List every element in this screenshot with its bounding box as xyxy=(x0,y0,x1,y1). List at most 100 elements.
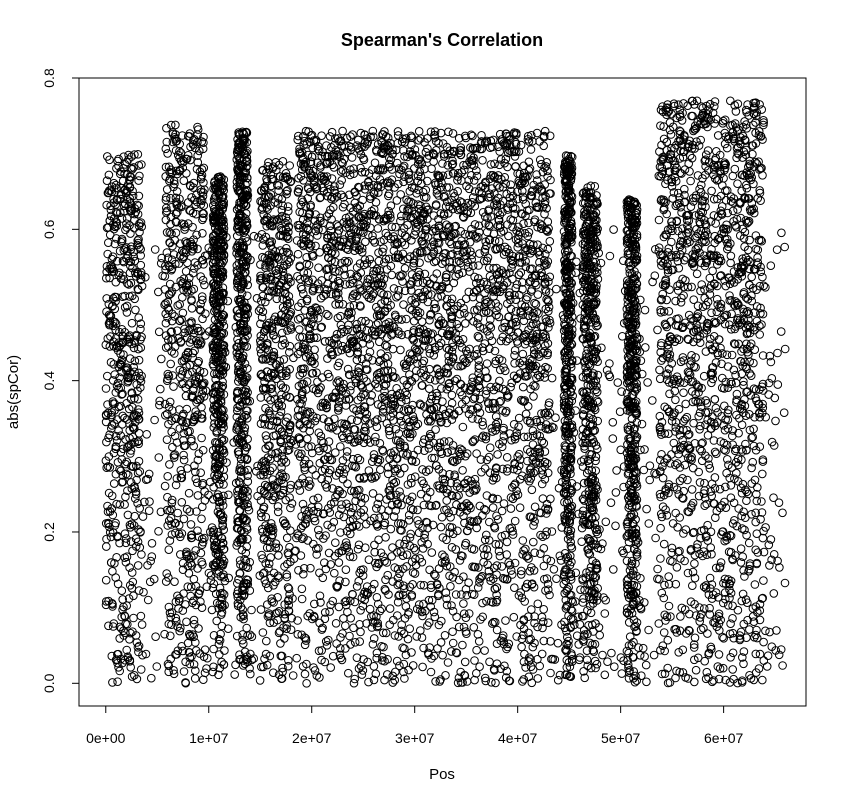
data-point xyxy=(186,582,196,592)
data-point xyxy=(123,169,132,179)
data-point xyxy=(188,417,198,427)
data-point xyxy=(104,433,113,443)
data-point xyxy=(373,224,383,233)
data-point xyxy=(165,397,175,407)
data-point xyxy=(182,333,192,343)
data-point xyxy=(120,529,130,539)
data-point xyxy=(163,297,173,307)
data-point xyxy=(178,163,188,173)
data-point xyxy=(121,243,131,252)
data-point xyxy=(545,237,555,246)
data-point xyxy=(164,290,174,300)
data-point xyxy=(102,534,111,544)
data-point xyxy=(174,334,183,343)
data-point xyxy=(116,183,126,193)
data-point xyxy=(111,200,120,209)
data-point xyxy=(209,299,219,309)
data-point xyxy=(134,355,144,365)
data-point xyxy=(167,504,176,514)
data-point xyxy=(169,176,179,186)
data-point xyxy=(510,359,519,368)
data-point xyxy=(313,493,323,503)
data-point xyxy=(352,653,362,663)
data-point xyxy=(211,549,221,558)
data-point xyxy=(199,392,209,401)
data-point xyxy=(336,167,346,176)
data-point xyxy=(217,224,227,233)
data-point xyxy=(192,507,201,516)
data-point xyxy=(337,176,347,185)
data-point xyxy=(539,544,549,553)
data-point xyxy=(194,326,203,336)
data-points xyxy=(101,96,790,688)
data-point xyxy=(235,506,244,515)
data-point xyxy=(103,400,112,409)
data-point xyxy=(106,558,116,567)
data-point xyxy=(168,406,177,415)
data-point xyxy=(174,529,184,539)
data-point xyxy=(209,195,219,204)
data-point xyxy=(484,263,494,273)
data-point xyxy=(129,252,138,262)
data-point xyxy=(529,537,538,547)
data-point xyxy=(438,159,447,168)
data-point xyxy=(160,629,169,639)
data-point xyxy=(213,280,223,290)
data-point xyxy=(134,586,144,595)
data-point xyxy=(212,472,222,481)
data-point xyxy=(197,403,206,412)
data-point xyxy=(172,438,182,447)
data-point xyxy=(136,377,146,386)
data-point xyxy=(212,252,222,262)
data-point xyxy=(322,483,332,492)
data-point xyxy=(398,277,407,286)
data-point xyxy=(464,287,474,297)
data-point xyxy=(184,488,194,498)
data-point xyxy=(256,605,266,614)
data-point xyxy=(135,504,144,513)
data-point xyxy=(102,273,111,283)
data-point xyxy=(499,499,509,508)
data-point xyxy=(115,246,125,256)
data-point xyxy=(136,324,145,334)
data-point xyxy=(135,227,144,237)
data-point xyxy=(191,638,200,647)
data-point xyxy=(208,346,218,356)
data-point xyxy=(107,421,117,430)
data-point xyxy=(197,196,207,205)
data-point xyxy=(443,658,453,667)
data-point xyxy=(458,422,468,432)
data-point xyxy=(118,471,128,480)
data-point xyxy=(504,231,513,241)
data-point xyxy=(128,186,137,196)
data-point xyxy=(331,538,340,548)
data-point xyxy=(185,629,194,639)
data-point xyxy=(324,311,333,321)
data-point xyxy=(105,230,115,240)
data-point xyxy=(125,354,135,363)
data-point xyxy=(122,157,131,167)
data-point xyxy=(186,520,196,529)
data-point xyxy=(125,581,135,590)
data-point xyxy=(106,358,116,367)
data-point xyxy=(122,214,132,223)
data-point xyxy=(491,412,501,421)
data-point xyxy=(163,303,173,313)
data-point xyxy=(193,526,202,536)
data-point xyxy=(285,161,295,170)
data-point xyxy=(341,280,350,289)
data-point xyxy=(295,486,305,495)
data-point xyxy=(123,486,132,496)
data-point xyxy=(186,237,195,247)
data-point xyxy=(383,570,393,580)
data-point xyxy=(521,199,531,209)
data-point xyxy=(325,465,335,475)
data-point xyxy=(216,559,225,568)
data-point xyxy=(213,309,222,318)
data-point xyxy=(197,433,206,443)
data-point xyxy=(219,220,228,229)
data-point xyxy=(472,166,481,175)
data-point xyxy=(102,437,111,447)
data-point xyxy=(130,394,139,403)
data-point xyxy=(178,158,187,167)
